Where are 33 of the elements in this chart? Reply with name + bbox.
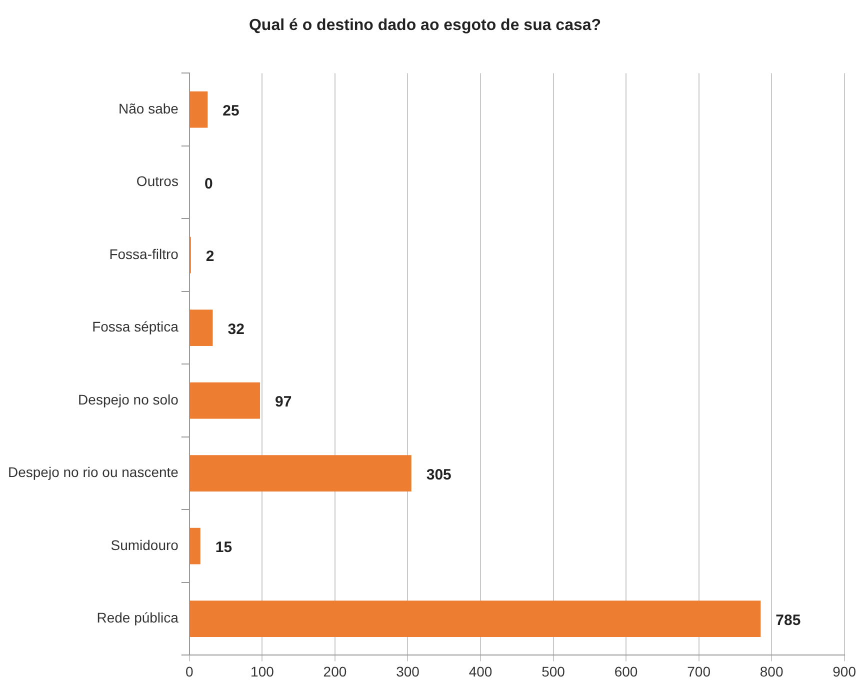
x-tick-label: 300 xyxy=(396,663,420,680)
chart-title: Qual é o destino dado ao esgoto de sua casa? xyxy=(248,17,602,34)
x-tick-label: 900 xyxy=(832,663,856,680)
data-label: 25 xyxy=(222,102,240,120)
bar xyxy=(190,455,412,492)
y-tick-label: Rede pública xyxy=(96,610,179,626)
x-tick-label: 200 xyxy=(323,663,347,680)
y-tick-label: Fossa-filtro xyxy=(109,246,179,262)
data-label: 785 xyxy=(776,612,801,629)
x-tick-label: 600 xyxy=(614,663,638,680)
y-tick-label: Outros xyxy=(136,173,178,190)
x-tick-label: 0 xyxy=(186,663,194,680)
x-tick-label: 400 xyxy=(468,663,492,680)
y-tick-label: Não sabe xyxy=(118,100,179,116)
bar xyxy=(190,528,200,564)
bar xyxy=(190,91,208,128)
y-tick-label: Fossa séptica xyxy=(92,318,179,335)
bar xyxy=(190,600,761,638)
data-label: 2 xyxy=(206,248,214,266)
data-label: 0 xyxy=(204,175,213,192)
x-tick-label: 700 xyxy=(687,663,711,680)
bar xyxy=(190,382,260,419)
data-label: 97 xyxy=(275,394,292,411)
x-tick-label: 800 xyxy=(760,663,784,680)
y-tick-label: Sumidouro xyxy=(110,536,179,553)
data-label: 15 xyxy=(215,539,232,556)
y-tick-label: Despejo no solo xyxy=(78,391,179,408)
bar xyxy=(190,310,213,346)
x-tick-label: 100 xyxy=(250,663,274,680)
data-label: 32 xyxy=(228,320,244,338)
x-tick-label: 500 xyxy=(542,663,566,680)
y-tick-label: Despejo no rio ou nascente xyxy=(8,464,179,480)
data-label: 305 xyxy=(426,466,452,484)
